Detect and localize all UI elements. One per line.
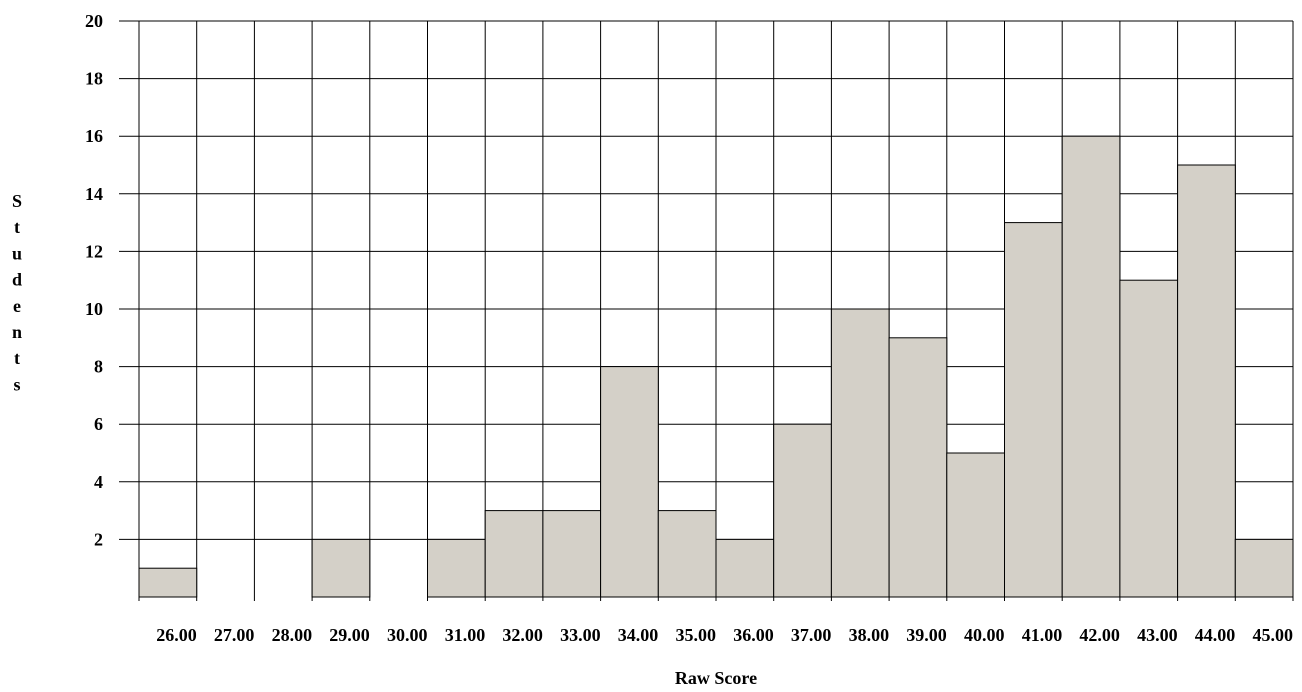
bar — [715, 538, 775, 598]
x-tick-label: 42.00 — [1079, 625, 1120, 645]
x-tick-label: 44.00 — [1195, 625, 1236, 645]
y-axis-title-letter: s — [13, 374, 20, 394]
bar — [946, 452, 1005, 598]
y-axis-title-letter: n — [12, 322, 22, 342]
x-axis-title: Raw Score — [675, 668, 757, 688]
y-tick-labels: 2 4 6 8 10 12 14 16 18 20 — [85, 11, 103, 549]
y-axis-title-letter: t — [14, 217, 20, 237]
y-tick-label: 18 — [85, 69, 103, 89]
y-tick-label: 12 — [85, 241, 103, 261]
y-tick-label: 4 — [94, 472, 103, 492]
bar — [1119, 279, 1179, 598]
y-tick-label: 6 — [94, 414, 103, 434]
y-axis-title-letter: u — [12, 243, 22, 263]
x-tick-label: 33.00 — [560, 625, 601, 645]
bar — [830, 308, 890, 598]
x-tick-label: 34.00 — [618, 625, 659, 645]
bar — [542, 510, 602, 598]
x-tick-label: 27.00 — [214, 625, 255, 645]
y-tick-label: 20 — [85, 11, 103, 31]
x-tick-label: 36.00 — [733, 625, 774, 645]
bar — [888, 337, 948, 598]
x-tick-label: 37.00 — [791, 625, 832, 645]
x-tick-labels: 26.00 27.00 28.00 29.00 30.00 31.00 32.00 33.00… — [156, 625, 1293, 645]
x-tick-label: 26.00 — [156, 625, 197, 645]
x-tick-label: 39.00 — [906, 625, 947, 645]
x-tick-label: 29.00 — [329, 625, 370, 645]
bar — [138, 567, 198, 598]
bar — [600, 366, 659, 598]
x-tick-label: 28.00 — [272, 625, 313, 645]
bars-group — [138, 135, 1294, 598]
y-axis-title-letter: d — [12, 270, 22, 290]
y-tick-label: 16 — [85, 126, 103, 146]
bar — [427, 538, 486, 598]
y-axis-title-letter: t — [14, 348, 20, 368]
y-tick-label: 2 — [94, 529, 103, 549]
bar — [1004, 222, 1063, 598]
y-tick-label: 14 — [85, 184, 103, 204]
y-axis-title-letter: S — [12, 191, 22, 211]
bar — [657, 510, 717, 598]
x-tick-label: 35.00 — [676, 625, 717, 645]
bar — [311, 538, 371, 598]
bar — [773, 423, 832, 598]
x-tick-label: 41.00 — [1022, 625, 1063, 645]
bar — [1234, 538, 1294, 598]
bar — [1177, 164, 1236, 598]
x-tick-label: 43.00 — [1137, 625, 1178, 645]
y-axis-title-letter: e — [13, 296, 21, 316]
y-tick-label: 10 — [85, 299, 103, 319]
x-tick-label: 38.00 — [849, 625, 890, 645]
x-tick-label: 31.00 — [445, 625, 486, 645]
x-tick-label: 32.00 — [502, 625, 543, 645]
x-tick-label: 45.00 — [1253, 625, 1294, 645]
x-tick-label: 30.00 — [387, 625, 428, 645]
bar — [1061, 135, 1121, 598]
bar — [484, 510, 544, 598]
y-tick-label: 8 — [94, 357, 103, 377]
x-tick-label: 40.00 — [964, 625, 1005, 645]
